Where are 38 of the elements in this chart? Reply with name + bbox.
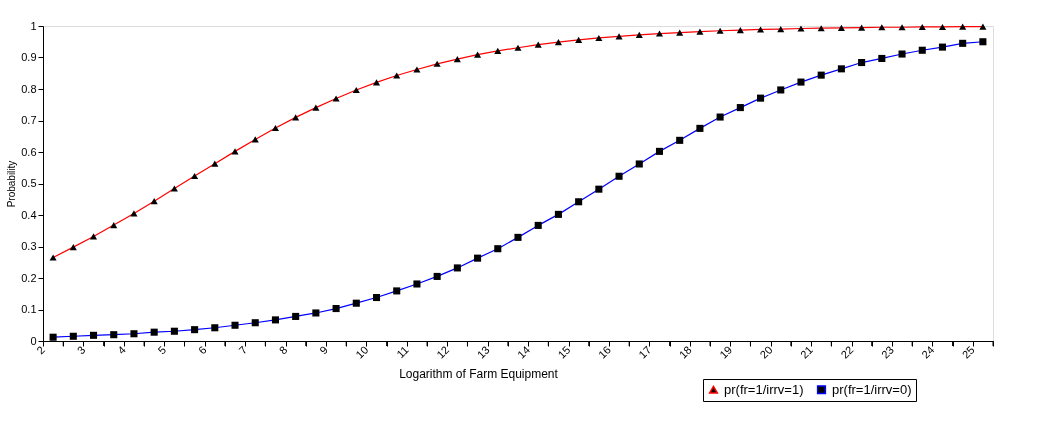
x-tick-label: 17 [636,343,654,361]
x-tick-label: 22 [838,343,856,361]
x-tick-label: 6 [195,343,209,357]
y-tick-label: 0.2 [21,271,37,284]
x-tick-label: 19 [717,343,735,361]
x-tick-label: 10 [353,343,371,361]
x-tick-label: 4 [115,343,128,357]
y-tick-label: 0.6 [21,145,37,158]
x-tick-label: 18 [676,343,694,361]
legend-label: pr(fr=1/irrv=1) [724,381,804,397]
x-tick-label: 3 [74,343,88,357]
x-tick-label: 16 [595,343,613,361]
x-tick-label: 11 [394,343,411,361]
y-tick-label: 0.9 [21,51,37,63]
y-tick-label: 0.4 [21,208,37,221]
y-axis-title: Probability [6,160,18,208]
x-tick-label: 5 [155,343,169,357]
x-tick-label: 24 [919,343,937,361]
y-tick-label: 0.8 [21,82,37,95]
y-tick-label: 0.3 [21,240,37,252]
x-tick-label: 13 [474,343,492,361]
y-tick-label: 0.1 [21,303,37,315]
x-axis-title: Logarithm of Farm Equipment [399,366,559,381]
x-tick-label: 25 [959,343,977,361]
y-tick-label: 1 [30,19,37,32]
legend-label: pr(fr=1/irrv=0) [832,381,912,397]
x-tick-label: 15 [555,343,573,361]
x-tick-label: 23 [878,343,896,361]
x-tick-label: 21 [797,343,816,361]
x-tick-label: 9 [317,343,331,357]
x-tick-label: 8 [276,343,290,357]
y-tick-label: 0 [30,334,37,347]
y-tick-label: 0.5 [21,177,37,189]
x-tick-label: 14 [514,343,533,361]
x-tick-label: 20 [757,343,775,361]
x-tick-label: 12 [434,343,452,361]
y-tick-label: 0.7 [21,114,37,126]
x-tick-label: 7 [236,343,250,357]
